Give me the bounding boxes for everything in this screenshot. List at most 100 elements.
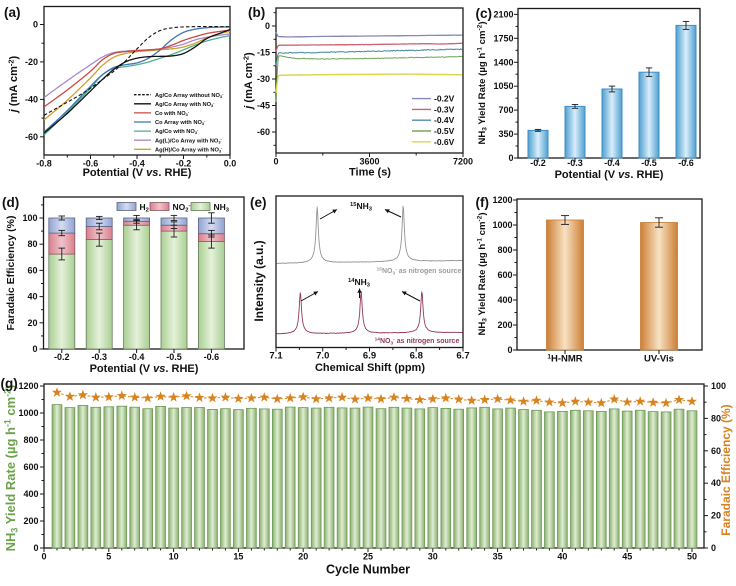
svg-text:j (mA cm-2): j (mA cm-2) bbox=[241, 52, 255, 111]
svg-text:Ag/Co with NO3-: Ag/Co with NO3- bbox=[155, 127, 199, 135]
svg-text:50: 50 bbox=[687, 552, 697, 562]
svg-text:Time (s): Time (s) bbox=[349, 167, 391, 179]
svg-text:(b): (b) bbox=[248, 5, 265, 20]
svg-text:-40: -40 bbox=[25, 94, 38, 104]
svg-text:350: 350 bbox=[498, 129, 513, 139]
svg-text:1H-NMR: 1H-NMR bbox=[547, 353, 582, 364]
svg-text:NH3 Yield Rate (µg h-1 cm-2): NH3 Yield Rate (µg h-1 cm-2) bbox=[477, 212, 489, 335]
svg-text:-0.8: -0.8 bbox=[36, 159, 52, 169]
svg-text:-0.6: -0.6 bbox=[204, 352, 220, 362]
svg-text:Ag/Co Array without NO3-: Ag/Co Array without NO3- bbox=[155, 91, 224, 99]
svg-text:700: 700 bbox=[498, 105, 513, 115]
svg-text:600: 600 bbox=[497, 270, 512, 280]
svg-text:Faradaic Efficiency (%): Faradaic Efficiency (%) bbox=[5, 216, 17, 331]
svg-text:20: 20 bbox=[711, 511, 721, 521]
svg-text:6.9: 6.9 bbox=[363, 351, 376, 362]
svg-text:Chemical Shift (ppm): Chemical Shift (ppm) bbox=[315, 362, 425, 374]
svg-text:10: 10 bbox=[169, 552, 179, 562]
svg-text:0: 0 bbox=[32, 344, 37, 354]
svg-text:-30: -30 bbox=[257, 74, 270, 84]
svg-text:0.0: 0.0 bbox=[224, 159, 237, 169]
svg-text:400: 400 bbox=[23, 489, 38, 499]
svg-text:-0.2: -0.2 bbox=[530, 158, 546, 168]
svg-text:-0.5V: -0.5V bbox=[434, 126, 455, 136]
svg-text:-0.6V: -0.6V bbox=[434, 137, 455, 147]
svg-text:1050: 1050 bbox=[493, 81, 513, 91]
svg-text:Co Array with NO3-: Co Array with NO3- bbox=[155, 118, 206, 126]
svg-text:-0.3V: -0.3V bbox=[434, 104, 455, 114]
svg-text:-0.6: -0.6 bbox=[83, 159, 99, 169]
svg-text:25: 25 bbox=[363, 552, 373, 562]
svg-text:80: 80 bbox=[711, 413, 721, 423]
svg-text:-60: -60 bbox=[25, 132, 38, 142]
svg-text:200: 200 bbox=[497, 320, 512, 330]
svg-text:20: 20 bbox=[27, 318, 37, 328]
svg-text:0: 0 bbox=[711, 543, 716, 553]
svg-text:0: 0 bbox=[41, 552, 46, 562]
svg-text:Ag/Co Array with NO3-: Ag/Co Array with NO3- bbox=[155, 100, 215, 108]
svg-text:6.8: 6.8 bbox=[410, 351, 423, 362]
svg-text:-0.4: -0.4 bbox=[604, 158, 620, 168]
svg-text:NH3 Yield Rate (µg h-1 cm-2): NH3 Yield Rate (µg h-1 cm-2) bbox=[3, 385, 20, 552]
svg-text:Faradaic Efficiency (%): Faradaic Efficiency (%) bbox=[719, 404, 733, 535]
svg-text:-45: -45 bbox=[257, 101, 270, 111]
svg-text:200: 200 bbox=[23, 516, 38, 526]
svg-text:Ag(H)/Co Array with NO3-: Ag(H)/Co Array with NO3- bbox=[155, 145, 223, 153]
svg-text:Potential (V vs. RHE): Potential (V vs. RHE) bbox=[555, 169, 664, 181]
svg-text:20: 20 bbox=[298, 552, 308, 562]
svg-text:15: 15 bbox=[233, 552, 243, 562]
svg-text:100: 100 bbox=[22, 213, 37, 223]
svg-text:40: 40 bbox=[711, 478, 721, 488]
svg-text:-20: -20 bbox=[25, 57, 38, 67]
svg-text:0: 0 bbox=[33, 543, 38, 553]
svg-text:800: 800 bbox=[23, 435, 38, 445]
svg-text:1400: 1400 bbox=[493, 57, 513, 67]
svg-text:600: 600 bbox=[23, 462, 38, 472]
svg-text:0: 0 bbox=[507, 345, 512, 355]
svg-text:(a): (a) bbox=[4, 5, 21, 20]
svg-text:400: 400 bbox=[497, 295, 512, 305]
svg-text:NO2-: NO2- bbox=[173, 202, 191, 214]
svg-text:0: 0 bbox=[508, 153, 513, 163]
svg-text:-0.2: -0.2 bbox=[176, 159, 192, 169]
svg-text:-0.4V: -0.4V bbox=[434, 115, 455, 125]
svg-text:UV-Vis: UV-Vis bbox=[644, 354, 674, 365]
svg-text:-0.2: -0.2 bbox=[54, 352, 70, 362]
svg-text:7200: 7200 bbox=[453, 157, 473, 167]
svg-text:Intensity (a.u.): Intensity (a.u.) bbox=[252, 240, 266, 321]
svg-text:100: 100 bbox=[711, 381, 726, 391]
svg-text:-60: -60 bbox=[257, 127, 270, 137]
svg-text:(f): (f) bbox=[476, 195, 490, 210]
svg-text:Cycle Number: Cycle Number bbox=[326, 563, 410, 577]
svg-text:15NO3- as nitrogen source: 15NO3- as nitrogen source bbox=[377, 267, 462, 277]
svg-text:2100: 2100 bbox=[493, 9, 513, 19]
svg-text:-0.3: -0.3 bbox=[567, 158, 583, 168]
svg-text:7.0: 7.0 bbox=[316, 351, 329, 362]
svg-text:-0.3: -0.3 bbox=[91, 352, 107, 362]
svg-text:-15: -15 bbox=[257, 48, 270, 58]
svg-text:NH3: NH3 bbox=[214, 202, 230, 214]
svg-text:14NO3- as nitrogen source: 14NO3- as nitrogen source bbox=[375, 337, 460, 347]
svg-text:(g): (g) bbox=[1, 376, 18, 391]
svg-text:1750: 1750 bbox=[493, 33, 513, 43]
svg-text:(c): (c) bbox=[476, 6, 493, 21]
svg-text:-0.5: -0.5 bbox=[641, 158, 657, 168]
svg-text:14NH3: 14NH3 bbox=[348, 277, 371, 289]
svg-text:-0.4: -0.4 bbox=[129, 159, 145, 169]
svg-text:(d): (d) bbox=[2, 195, 19, 210]
svg-text:800: 800 bbox=[497, 245, 512, 255]
svg-text:15NH3: 15NH3 bbox=[350, 201, 373, 213]
svg-text:-0.4: -0.4 bbox=[129, 352, 145, 362]
svg-text:NH3 Yield Rate (µg h-1 cm-2): NH3 Yield Rate (µg h-1 cm-2) bbox=[477, 21, 489, 144]
svg-text:60: 60 bbox=[27, 265, 37, 275]
svg-text:Co with NO3-: Co with NO3- bbox=[155, 109, 190, 117]
svg-text:0: 0 bbox=[265, 21, 270, 31]
svg-text:6.7: 6.7 bbox=[456, 351, 469, 362]
svg-text:40: 40 bbox=[557, 552, 567, 562]
svg-text:5: 5 bbox=[106, 552, 111, 562]
svg-text:(e): (e) bbox=[250, 195, 267, 210]
svg-text:60: 60 bbox=[711, 446, 721, 456]
svg-text:30: 30 bbox=[428, 552, 438, 562]
svg-text:1000: 1000 bbox=[492, 220, 512, 230]
svg-text:Potential (V vs. RHE): Potential (V vs. RHE) bbox=[90, 363, 199, 375]
